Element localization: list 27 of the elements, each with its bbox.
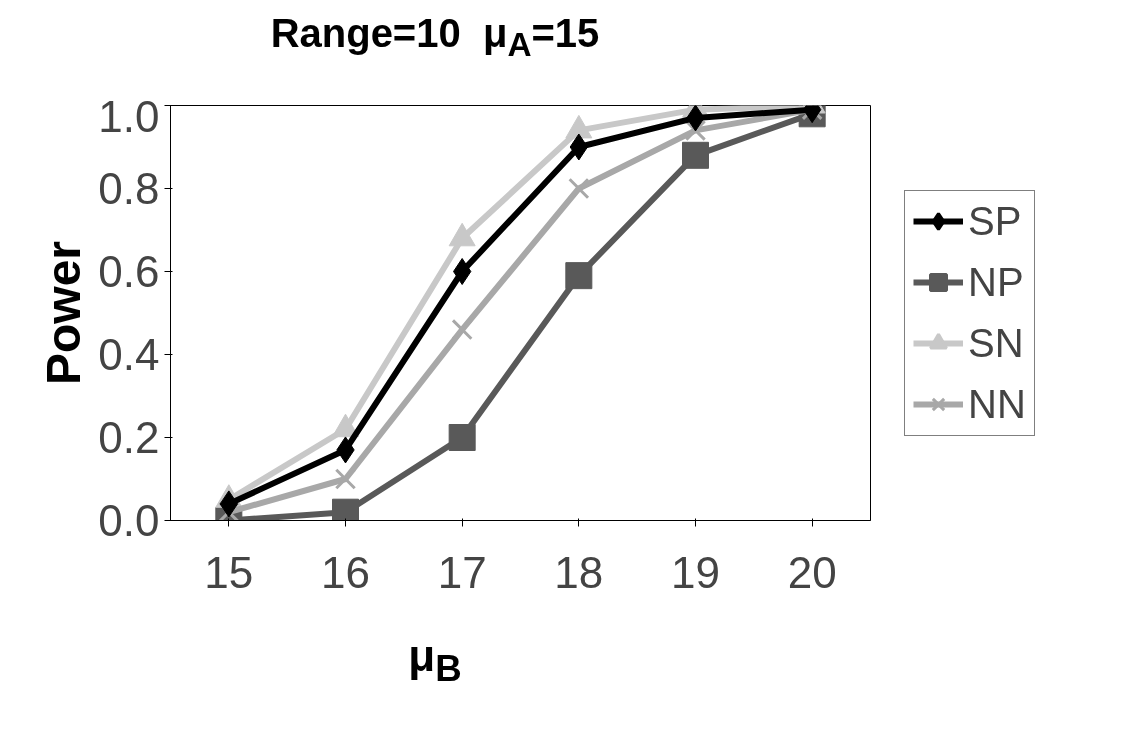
x-tick-label: 15	[204, 547, 254, 597]
point	[453, 258, 472, 285]
x-tick-label: 19	[671, 547, 720, 597]
point	[682, 141, 709, 169]
legend-label: SN	[968, 320, 1024, 366]
x-tick-label: 18	[554, 547, 604, 597]
x-tick-label: 17	[437, 547, 487, 597]
point	[686, 105, 705, 132]
legend-label: NN	[968, 381, 1026, 427]
x-tick-label: 16	[321, 547, 370, 597]
chart-title: Range=10 μ$_{A}$=15	[269, 10, 601, 65]
point	[334, 468, 357, 490]
point	[448, 424, 476, 451]
x-axis-title: μ$_{B}$	[407, 630, 463, 691]
y-tick-label: 0.6	[98, 247, 160, 296]
y-tick-label: 0.2	[98, 413, 160, 462]
y-tick-label: 0.0	[98, 496, 160, 545]
legend-label: SP	[968, 198, 1022, 244]
point	[568, 177, 590, 200]
legend-label: NP	[968, 259, 1024, 305]
y-tick-label: 0.8	[98, 164, 160, 213]
y-tick-label: 1.0	[98, 91, 160, 141]
y-tick-label: 0.4	[98, 330, 160, 379]
point	[565, 262, 593, 290]
x-tick-label: 20	[787, 547, 837, 597]
y-axis-title: Power	[37, 240, 91, 386]
point	[451, 318, 473, 341]
